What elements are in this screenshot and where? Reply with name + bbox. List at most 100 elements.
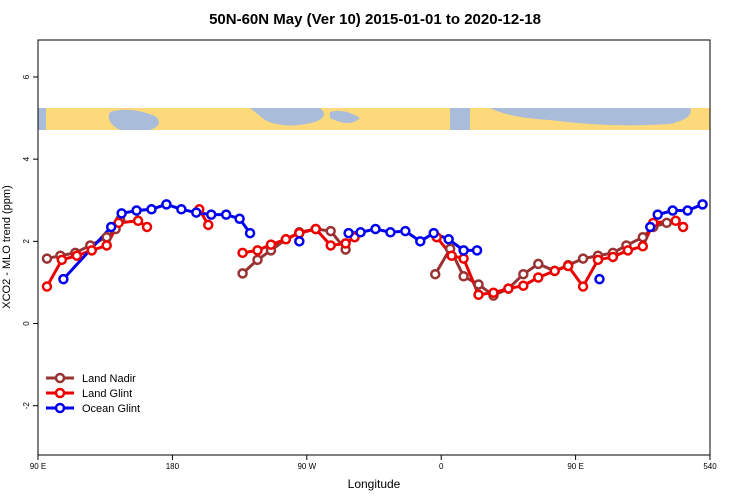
point: [141, 221, 153, 233]
point: [205, 209, 217, 220]
point: [446, 250, 457, 261]
plot-frame: [37, 39, 711, 456]
point: [562, 260, 574, 272]
point: [105, 221, 117, 233]
point: [132, 215, 144, 227]
point: [340, 238, 351, 249]
point: [428, 227, 439, 239]
legend-label: Ocean Glint: [82, 403, 140, 415]
point: [252, 254, 263, 266]
point: [458, 271, 469, 282]
point: [146, 204, 157, 215]
point: [667, 205, 678, 216]
point: [56, 254, 68, 266]
x-tick-label: 90 E: [567, 462, 583, 471]
point: [325, 240, 336, 251]
point: [355, 227, 366, 238]
point: [191, 207, 202, 218]
point: [577, 253, 589, 264]
x-axis-label: Longitude: [348, 477, 401, 491]
series-line: [45, 208, 685, 297]
point: [429, 268, 441, 280]
point: [592, 254, 604, 266]
point: [244, 227, 256, 239]
point: [594, 273, 605, 285]
point: [458, 245, 469, 256]
point: [343, 227, 354, 239]
point: [131, 205, 142, 216]
point: [370, 223, 381, 235]
point: [473, 289, 484, 301]
point: [471, 245, 483, 256]
point: [443, 234, 454, 245]
point: [310, 223, 322, 235]
point: [677, 221, 689, 233]
point: [325, 225, 336, 237]
point: [637, 241, 649, 252]
point: [518, 280, 529, 291]
y-tick-label: 4: [22, 156, 31, 161]
point: [101, 231, 112, 243]
series-line: [62, 202, 704, 281]
chart-title: 50N-60N May (Ver 10) 2015-01-01 to 2020-…: [209, 11, 541, 28]
point: [458, 253, 469, 264]
x-tick-label: 90 E: [30, 462, 46, 471]
point: [533, 272, 544, 283]
x-tick-label: 90 W: [297, 462, 316, 471]
point: [220, 209, 232, 220]
legend-label: Land Glint: [82, 388, 132, 400]
point: [533, 258, 544, 270]
point: [294, 227, 305, 239]
legend-marker: [54, 387, 66, 399]
point: [116, 208, 127, 219]
point: [503, 283, 514, 294]
point: [518, 268, 529, 280]
y-tick-label: 2: [22, 239, 31, 244]
point: [237, 247, 248, 259]
point: [488, 287, 499, 298]
point: [607, 251, 619, 263]
point: [252, 245, 263, 256]
point: [622, 245, 634, 256]
point: [670, 215, 681, 227]
point: [71, 250, 83, 261]
point: [415, 236, 426, 247]
y-axis-label: XCO2 - MLO trend (ppm): [1, 185, 13, 308]
point: [202, 219, 214, 231]
point: [682, 205, 693, 216]
point: [41, 281, 53, 292]
point: [161, 199, 172, 210]
point: [234, 213, 245, 224]
point: [265, 239, 277, 250]
point: [237, 268, 248, 279]
point: [645, 221, 656, 233]
x-tick-label: 0: [439, 462, 444, 471]
point: [637, 231, 649, 243]
point: [58, 273, 69, 285]
point: [41, 253, 53, 264]
legend-marker: [54, 372, 66, 384]
x-tick-label: 180: [166, 462, 180, 471]
point: [549, 265, 560, 277]
point: [385, 227, 396, 238]
point: [294, 236, 305, 247]
point: [652, 209, 663, 220]
point: [473, 279, 484, 290]
point: [280, 234, 292, 245]
point: [101, 240, 112, 251]
point: [176, 204, 187, 215]
point: [661, 217, 672, 229]
point: [400, 225, 411, 237]
point: [113, 217, 124, 229]
y-tick-label: 0: [22, 321, 31, 326]
legend-label: Land Nadir: [82, 373, 136, 385]
point: [697, 199, 708, 210]
point: [86, 245, 98, 256]
legend-marker: [54, 402, 66, 414]
point: [577, 281, 589, 292]
x-tick-label: 540: [703, 462, 717, 471]
y-tick-label: -2: [22, 402, 31, 410]
map-band: [38, 108, 710, 130]
y-tick-label: 6: [22, 74, 31, 79]
